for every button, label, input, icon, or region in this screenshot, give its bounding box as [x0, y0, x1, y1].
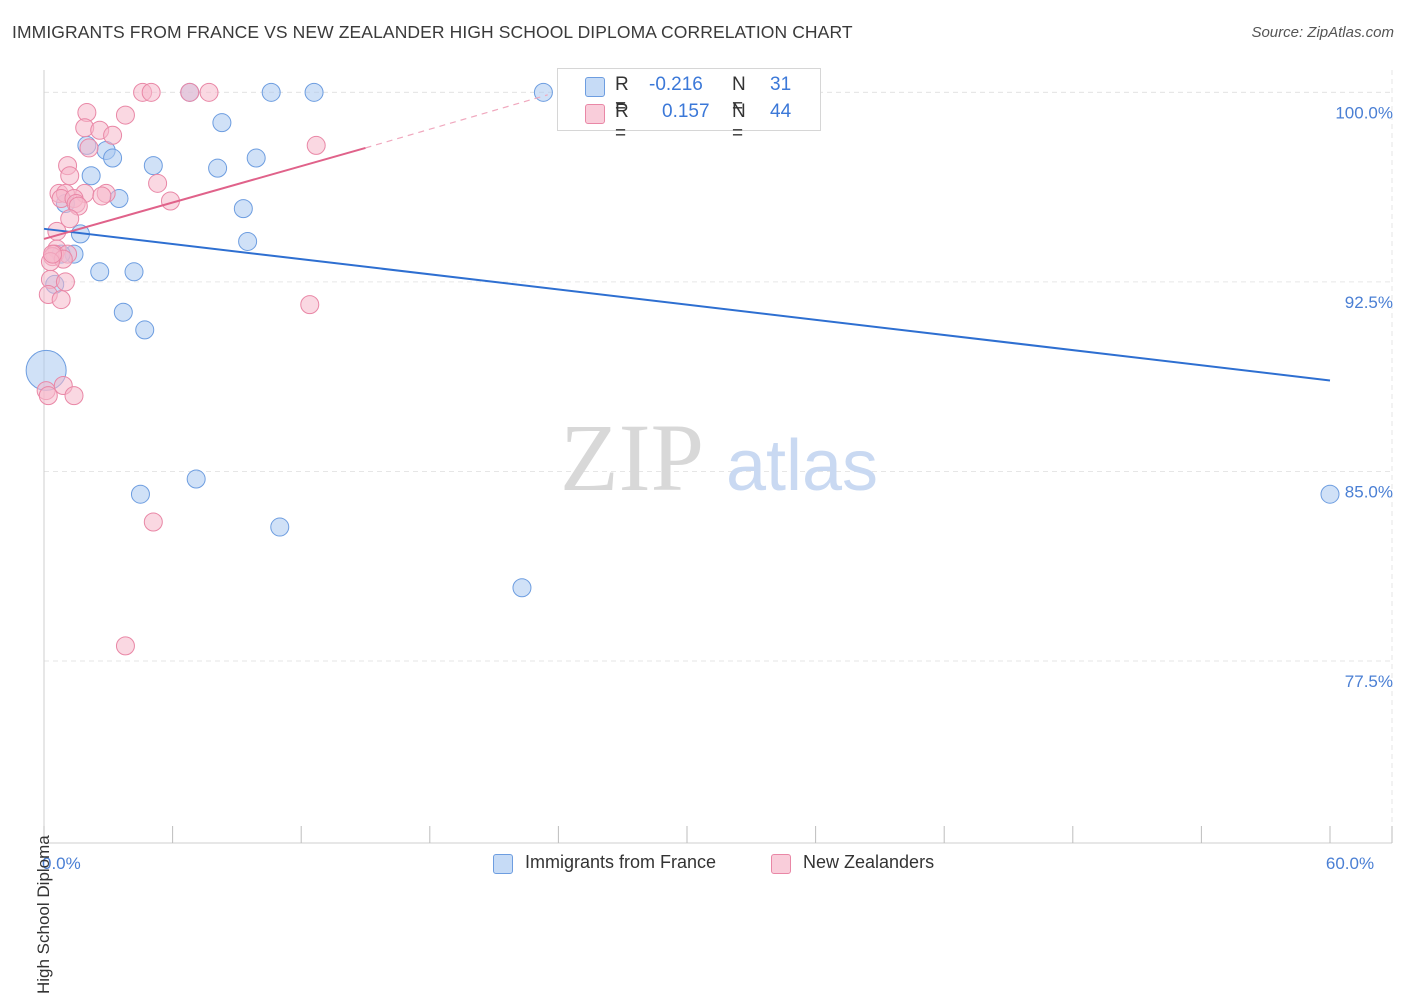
legend-r-value: 0.157: [662, 101, 710, 122]
chart-title: IMMIGRANTS FROM FRANCE VS NEW ZEALANDER …: [12, 22, 853, 42]
legend-swatch-nz: [585, 104, 605, 124]
point-france: [113, 302, 133, 322]
point-new-zealander: [306, 135, 326, 155]
point-new-zealander: [64, 386, 84, 406]
point-new-zealander: [38, 386, 58, 406]
point-new-zealander: [51, 290, 71, 310]
watermark-zip: ZIP: [560, 404, 704, 511]
point-france: [103, 148, 123, 168]
y-tick-label: 100.0%: [1335, 103, 1393, 122]
x-tick-label: 0.0%: [42, 854, 81, 873]
trend-line-new-zealanders-extension: [365, 94, 548, 149]
trend-lines: [43, 94, 1331, 382]
bottom-legend-label-france: Immigrants from France: [525, 852, 717, 872]
point-new-zealander: [103, 125, 123, 145]
point-new-zealander: [141, 82, 161, 102]
bottom-legend-swatch-nz: [771, 854, 791, 874]
series-immigrants-from-france: [25, 82, 1340, 598]
trend-line-france: [43, 227, 1331, 382]
legend-r-label: R =: [615, 101, 629, 144]
point-france: [1320, 484, 1340, 504]
legend-r-label: R =: [615, 74, 629, 117]
bottom-legend-label-nz: New Zealanders: [803, 852, 935, 872]
point-france: [124, 262, 144, 282]
point-new-zealander: [199, 82, 219, 102]
point-france: [261, 82, 281, 102]
point-new-zealander: [148, 173, 168, 193]
stats-legend: R = -0.216 N = 31 R = 0.157 N = 44: [557, 68, 821, 144]
point-france: [212, 113, 232, 133]
point-france: [270, 517, 290, 537]
legend-r-value: -0.216: [649, 74, 703, 95]
legend-n-label: N =: [732, 101, 746, 144]
point-france: [238, 231, 258, 251]
scatter-chart: ZIP atlas 100.0% 92.5% 85.0% 77.5% 0.0% 60.0%: [25, 70, 1393, 873]
legend-swatch-france: [585, 77, 605, 97]
point-france: [233, 199, 253, 219]
point-new-zealander: [115, 636, 135, 656]
point-new-zealander: [43, 244, 63, 264]
y-tick-label: 85.0%: [1345, 482, 1393, 501]
gridlines: [44, 70, 1393, 843]
point-france: [135, 320, 155, 340]
y-tick-label: 92.5%: [1345, 293, 1393, 312]
x-tick-label: 60.0%: [1326, 854, 1374, 873]
series-new-zealanders: [36, 82, 326, 656]
point-new-zealander: [55, 272, 75, 292]
point-france: [304, 82, 324, 102]
point-france: [81, 166, 101, 186]
legend-n-value: 31: [770, 74, 792, 95]
point-new-zealander: [92, 186, 112, 206]
point-new-zealander: [180, 82, 200, 102]
tick-labels: 100.0% 92.5% 85.0% 77.5% 0.0% 60.0%: [42, 103, 1393, 873]
point-new-zealander: [60, 209, 80, 229]
point-france: [130, 484, 150, 504]
point-new-zealander: [60, 166, 80, 186]
source-label: Source: ZipAtlas.com: [1251, 24, 1394, 41]
point-new-zealander: [143, 512, 163, 532]
legend-n-label: N =: [732, 74, 746, 117]
point-france: [533, 82, 553, 102]
watermark: ZIP atlas: [560, 404, 878, 511]
point-new-zealander: [79, 138, 99, 158]
point-france: [143, 156, 163, 176]
point-france: [90, 262, 110, 282]
trend-line-new-zealanders: [43, 146, 366, 240]
point-new-zealander: [115, 105, 135, 125]
watermark-atlas: atlas: [726, 426, 878, 506]
point-france: [186, 469, 206, 489]
point-france: [512, 578, 532, 598]
point-france: [246, 148, 266, 168]
y-axis-label: High School Diploma: [34, 835, 53, 994]
bottom-legend-swatch-france: [493, 854, 513, 874]
y-tick-label: 77.5%: [1345, 672, 1393, 691]
axes: [43, 70, 1393, 844]
point-france: [208, 158, 228, 178]
point-new-zealander: [300, 295, 320, 315]
legend-n-value: 44: [770, 101, 792, 122]
